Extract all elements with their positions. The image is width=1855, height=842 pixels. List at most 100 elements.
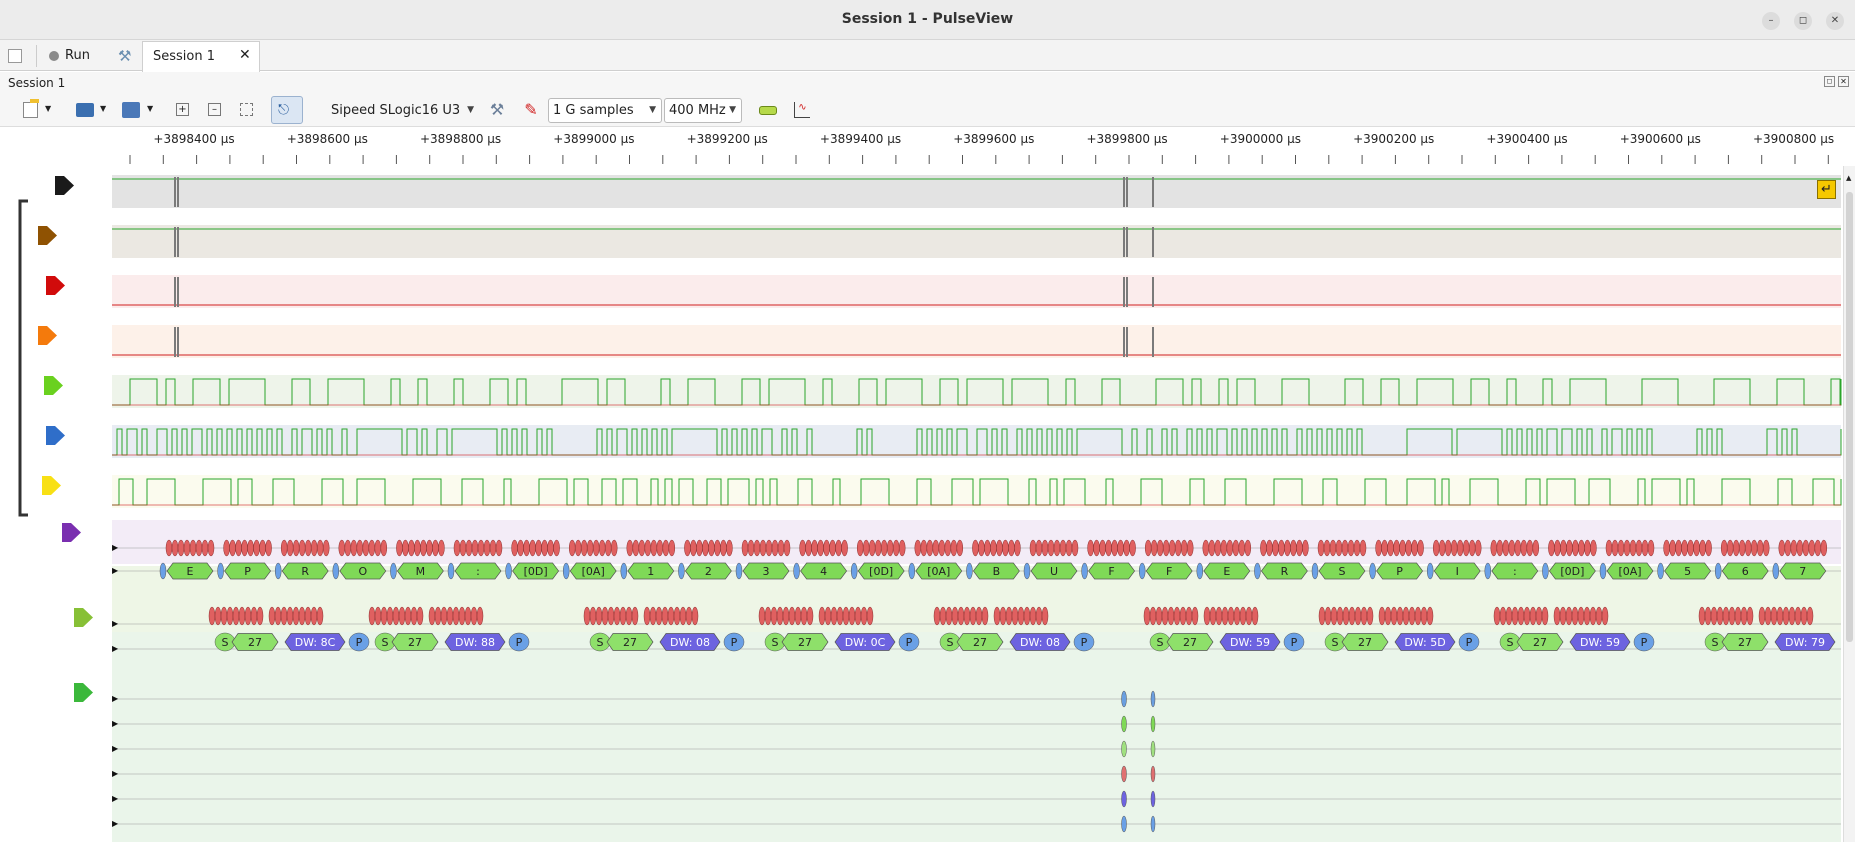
uart-startbit — [1311, 562, 1319, 580]
i2c-bit — [1800, 606, 1808, 626]
uart-bit — [471, 539, 479, 557]
i2c-data-value: DW: 08 — [670, 636, 710, 649]
uart-bit — [1105, 539, 1112, 557]
time-ruler[interactable]: +3898400 µs +3898600 µs +3898800 µs +389900… — [0, 128, 1855, 166]
uart-bit — [1444, 539, 1452, 557]
uart-bit — [914, 539, 922, 557]
ruler-tick-label: +3900400 µs — [1486, 132, 1567, 146]
spi-mark — [1150, 790, 1156, 808]
i2c-bit — [434, 606, 442, 626]
spi-mark — [1121, 690, 1127, 708]
i2c-start-label: S — [772, 636, 779, 649]
uart-bit — [1214, 539, 1222, 557]
uart-bit — [638, 539, 646, 557]
i2c-bit — [1324, 606, 1332, 626]
uart-bit — [1732, 539, 1740, 557]
uart-bit — [1260, 539, 1267, 557]
vertical-scrollbar[interactable]: ▲ — [1843, 166, 1855, 842]
uart-bit — [1329, 539, 1337, 557]
ruler-tick-label: +3900200 µs — [1353, 132, 1434, 146]
new-view-icon[interactable] — [8, 49, 22, 63]
uart-bit — [1796, 539, 1804, 557]
i2c-address-cell — [1166, 633, 1214, 651]
i2c-data-value: DW: 79 — [1785, 636, 1825, 649]
device-selector[interactable]: Sipeed SLogic16 U3 ▼ — [326, 98, 480, 123]
uart-bit — [662, 539, 670, 557]
uart-bit — [1202, 539, 1210, 557]
scroll-up-icon[interactable]: ▲ — [1846, 174, 1852, 182]
trace-view[interactable]: E P R O M: [0D] [0A] 1 2 3 4 [0D] [0A] B U F F E R S P I: [0D]… — [0, 166, 1855, 842]
trigger-edge-icon[interactable]: ↵ — [1817, 180, 1836, 199]
uart-bit — [1387, 539, 1394, 557]
math-signal-button[interactable]: ∿ — [788, 96, 814, 124]
i2c-bit — [945, 606, 953, 626]
close-dock-icon[interactable]: ✕ — [1838, 76, 1849, 87]
zoom-in-button[interactable]: + — [172, 96, 192, 124]
uart-bit — [280, 539, 288, 557]
expand-arrow-icon: ▶ — [112, 819, 119, 828]
uart-bit — [1526, 539, 1534, 557]
zoom-fit-button[interactable] — [236, 96, 256, 124]
uart-bit — [656, 539, 664, 557]
i2c-bit — [818, 606, 826, 626]
expand-arrow-icon: ▶ — [112, 794, 119, 803]
close-tab-icon[interactable]: ✕ — [239, 47, 251, 63]
samplerate-selector[interactable]: 400 MHz ▼ — [664, 98, 742, 123]
zoom-out-button[interactable]: – — [204, 96, 224, 124]
ruler-tick-label: +3899600 µs — [953, 132, 1034, 146]
uart-bit — [1611, 539, 1619, 557]
chevron-down-icon: ▼ — [729, 105, 736, 115]
samples-selector[interactable]: 1 G samples ▼ — [548, 98, 662, 123]
i2c-bit — [601, 606, 609, 626]
uart-bit — [1590, 539, 1597, 557]
minimize-button[interactable]: – — [1762, 12, 1780, 30]
i2c-address-value: 27 — [1358, 636, 1372, 649]
uart-bit — [1790, 539, 1798, 557]
i2c-bit — [1408, 606, 1416, 626]
save-button[interactable]: ▼ — [118, 96, 160, 124]
i2c-start-label: S — [947, 636, 954, 649]
i2c-bit — [1583, 606, 1591, 626]
uart-startbit — [1023, 562, 1031, 580]
uart-startbit — [908, 562, 916, 580]
run-button[interactable]: Run — [36, 45, 90, 67]
channel-background-spi_cs — [112, 175, 1841, 208]
i2c-address-value: 27 — [798, 636, 812, 649]
float-icon[interactable]: ◻ — [1824, 76, 1835, 87]
uart-bit — [1629, 539, 1637, 557]
i2c-bit — [286, 606, 294, 626]
uart-bit — [799, 539, 806, 557]
uart-bit — [1641, 539, 1649, 557]
i2c-bit — [1505, 606, 1513, 626]
add-decoder-button[interactable] — [754, 96, 780, 124]
i2c-start-label: S — [1157, 636, 1164, 649]
uart-bit — [438, 539, 445, 557]
i2c-bit — [1740, 606, 1748, 626]
scrollbar-thumb[interactable] — [1846, 192, 1853, 642]
tab-session-1[interactable]: Session 1 ✕ — [142, 41, 260, 72]
uart-bit — [668, 539, 676, 557]
i2c-data-value: DW: 08 — [1020, 636, 1060, 649]
uart-bit — [207, 539, 215, 557]
device-name: Sipeed SLogic16 U3 — [331, 103, 461, 118]
uart-bit — [1726, 539, 1734, 557]
i2c-stop-label: P — [1466, 636, 1473, 649]
new-session-button[interactable]: ▼ — [18, 96, 60, 124]
device-config-icon[interactable]: ⚒ — [489, 100, 505, 119]
i2c-bit — [386, 606, 394, 626]
configure-icon[interactable]: ⚒ — [118, 47, 132, 65]
uart-bit — [1675, 539, 1682, 557]
close-button[interactable]: ✕ — [1826, 12, 1844, 30]
maximize-button[interactable]: ◻ — [1794, 12, 1812, 30]
uart-bit — [1071, 539, 1079, 557]
expand-arrow-icon: ▶ — [112, 566, 119, 575]
uart-bit — [189, 539, 197, 557]
i2c-stop-label: P — [516, 636, 523, 649]
probe-config-icon[interactable]: ✎ — [524, 100, 538, 119]
i2c-bit — [368, 606, 376, 626]
uart-bit — [1208, 539, 1216, 557]
i2c-bit — [1722, 606, 1730, 626]
cursor-toggle-button[interactable]: ⎋ — [271, 96, 303, 124]
open-button[interactable]: ▼ — [72, 96, 112, 124]
uart-bit — [892, 539, 900, 557]
